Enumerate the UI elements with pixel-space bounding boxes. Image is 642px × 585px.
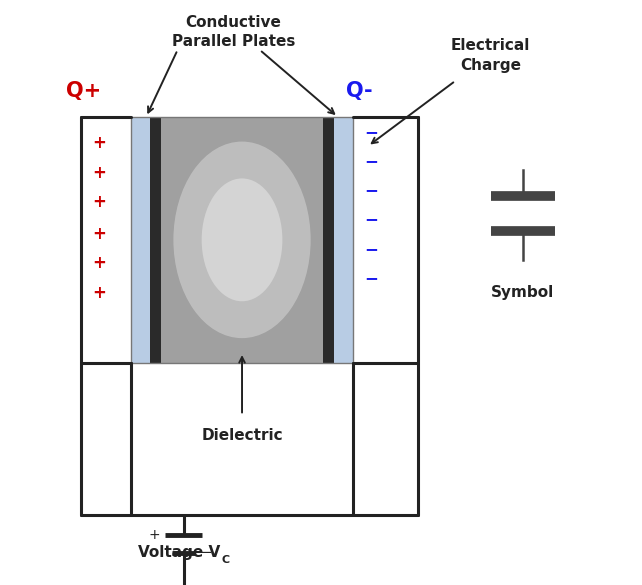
- Bar: [323, 117, 334, 363]
- Text: −: −: [364, 211, 377, 228]
- Bar: [161, 117, 323, 363]
- Bar: [131, 117, 353, 363]
- Text: +: +: [92, 164, 106, 181]
- Text: Conductive
Parallel Plates: Conductive Parallel Plates: [171, 15, 295, 49]
- Text: Symbol: Symbol: [491, 285, 555, 300]
- Text: −: −: [364, 181, 377, 199]
- Text: −: −: [200, 545, 212, 560]
- Bar: [131, 117, 353, 363]
- Text: −: −: [364, 240, 377, 257]
- Ellipse shape: [173, 142, 311, 338]
- Text: Q-: Q-: [345, 81, 372, 101]
- Bar: [150, 117, 161, 363]
- Ellipse shape: [202, 178, 282, 301]
- Text: Electrical
Charge: Electrical Charge: [451, 39, 530, 73]
- Text: Voltage V: Voltage V: [138, 545, 220, 560]
- Text: +: +: [92, 135, 106, 152]
- Text: −: −: [364, 123, 377, 140]
- Text: +: +: [92, 225, 106, 243]
- Text: +: +: [92, 193, 106, 211]
- Text: C: C: [221, 555, 230, 565]
- Text: −: −: [364, 269, 377, 287]
- Text: +: +: [92, 254, 106, 272]
- Text: Dielectric: Dielectric: [201, 428, 283, 443]
- Text: Q+: Q+: [67, 81, 101, 101]
- Text: −: −: [364, 152, 377, 170]
- Text: +: +: [148, 528, 160, 542]
- Text: +: +: [92, 284, 106, 301]
